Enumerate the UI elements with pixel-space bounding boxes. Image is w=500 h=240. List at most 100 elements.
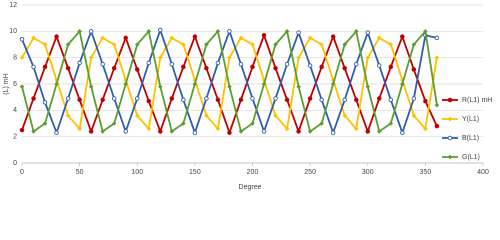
marker (330, 130, 336, 135)
marker (447, 154, 453, 160)
marker (307, 63, 313, 68)
marker (261, 129, 267, 134)
marker (88, 129, 94, 134)
marker (284, 62, 290, 67)
marker (158, 27, 163, 33)
marker (388, 97, 394, 103)
marker (192, 130, 198, 135)
marker (342, 97, 347, 103)
marker (42, 64, 48, 70)
marker (365, 129, 371, 134)
marker (447, 116, 453, 122)
marker (204, 42, 209, 47)
marker (423, 29, 428, 34)
marker (31, 129, 36, 134)
marker (388, 42, 394, 47)
marker (227, 29, 232, 34)
marker (192, 81, 198, 87)
y-tick-label: 12 (9, 2, 17, 9)
y-tick-label: 4 (13, 107, 17, 114)
marker (65, 42, 71, 47)
y-axis-label: (L) mH (3, 73, 10, 94)
marker (42, 42, 48, 47)
marker (146, 126, 152, 132)
marker (353, 29, 359, 34)
marker (353, 97, 359, 103)
marker (434, 55, 440, 60)
marker (181, 64, 186, 70)
marker (169, 96, 175, 101)
marker (19, 55, 25, 60)
marker (447, 97, 453, 103)
marker (307, 96, 313, 101)
marker (238, 35, 244, 41)
marker (365, 84, 371, 89)
marker (181, 97, 186, 103)
marker (377, 63, 382, 68)
marker (296, 55, 301, 60)
marker (19, 36, 25, 42)
marker (158, 55, 163, 60)
marker (100, 35, 105, 41)
marker (261, 81, 267, 87)
marker (250, 121, 255, 126)
marker (19, 84, 25, 89)
marker (434, 102, 440, 108)
marker (54, 34, 59, 39)
marker (134, 42, 140, 47)
marker (330, 81, 336, 87)
marker (111, 121, 117, 126)
marker (65, 96, 71, 101)
marker (158, 84, 163, 89)
marker (88, 29, 94, 34)
marker (31, 64, 36, 70)
marker (65, 113, 71, 118)
marker (134, 96, 140, 101)
marker (77, 126, 82, 132)
marker (365, 30, 371, 35)
marker (77, 29, 82, 34)
marker (365, 55, 371, 60)
marker (134, 67, 140, 72)
marker (215, 97, 221, 103)
legend-label: Y(L1) (462, 116, 479, 123)
marker (273, 113, 278, 118)
marker (215, 29, 221, 34)
marker (261, 33, 267, 38)
marker (111, 42, 117, 47)
marker (411, 96, 417, 101)
marker (31, 96, 36, 101)
marker (54, 81, 59, 87)
marker (77, 97, 82, 103)
marker (123, 129, 128, 134)
marker (42, 121, 48, 126)
marker (181, 121, 186, 126)
marker (284, 97, 290, 103)
y-tick-label: 0 (13, 160, 17, 167)
marker (273, 65, 278, 71)
marker (296, 84, 301, 89)
y-tick-label: 10 (9, 28, 17, 35)
marker (273, 42, 278, 47)
marker (342, 113, 347, 118)
marker (434, 123, 440, 129)
marker (250, 96, 255, 101)
marker (307, 129, 313, 134)
marker (204, 65, 209, 71)
x-tick-label: 400 (477, 169, 489, 176)
marker (227, 84, 232, 89)
legend-label: R(L1) mH (462, 97, 492, 104)
marker (377, 96, 382, 101)
marker (238, 97, 244, 103)
marker (100, 97, 105, 103)
marker (238, 129, 244, 134)
marker (123, 81, 129, 87)
marker (88, 55, 94, 60)
marker (411, 42, 417, 47)
marker (400, 34, 405, 39)
marker (330, 77, 336, 83)
marker (238, 62, 244, 67)
marker (319, 64, 324, 70)
x-tick-label: 350 (420, 169, 432, 176)
marker (434, 35, 440, 41)
